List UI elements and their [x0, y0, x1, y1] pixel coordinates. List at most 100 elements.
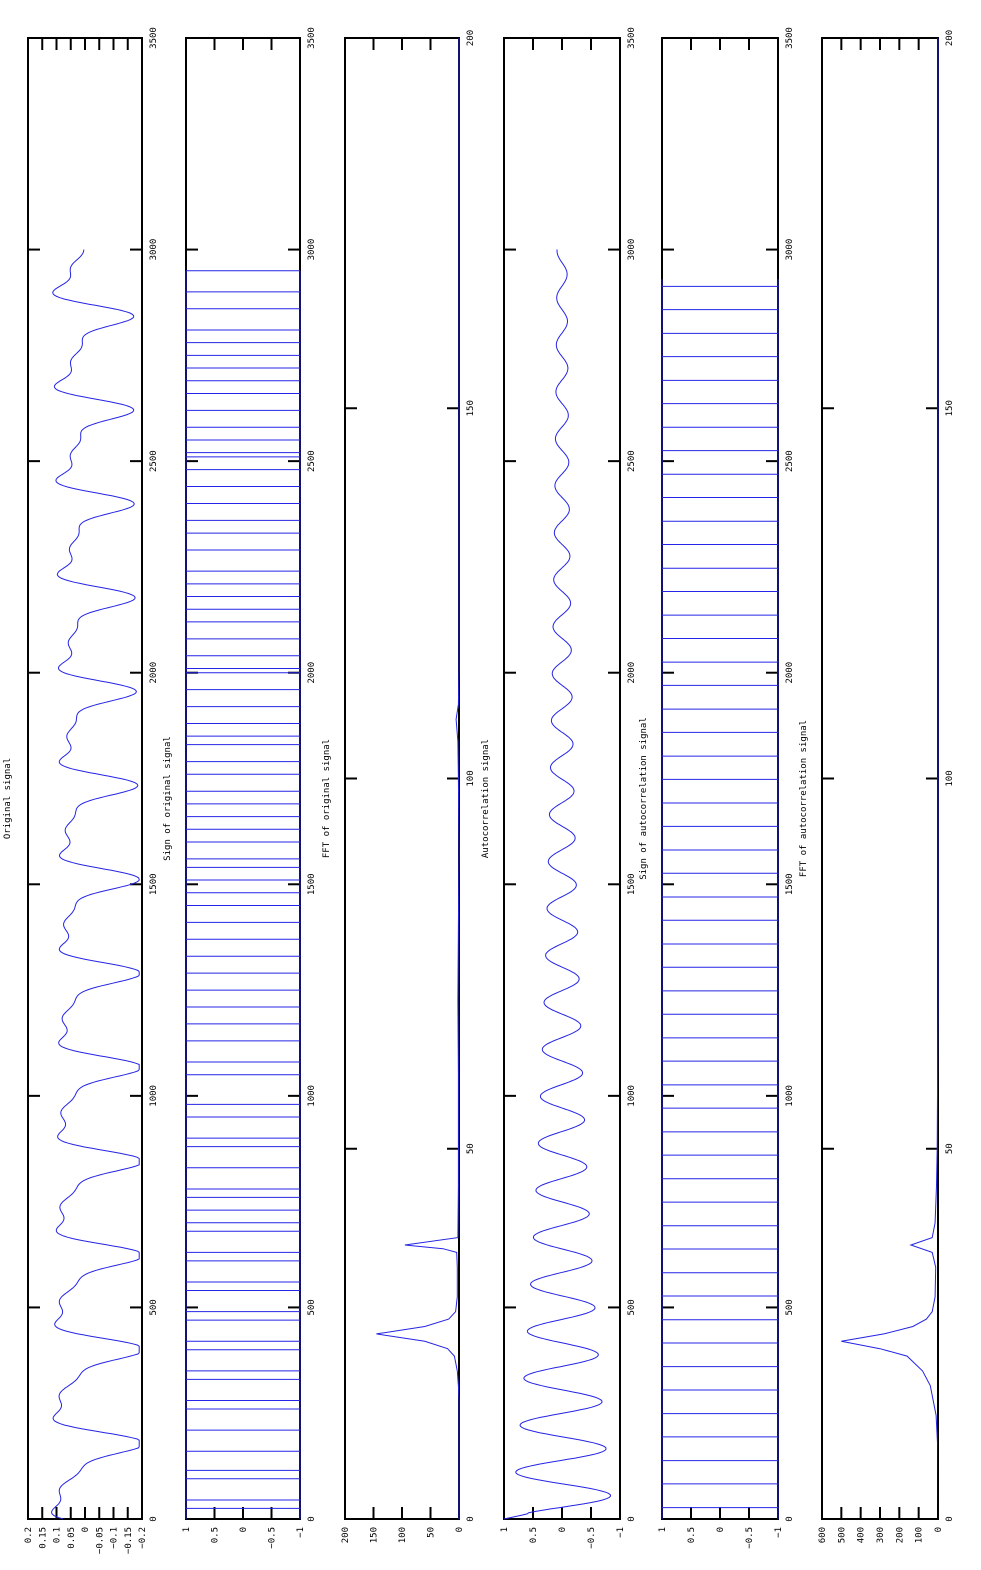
panel-title: FFT of original signal	[322, 739, 332, 858]
y-tick-label: 0.5	[211, 1527, 221, 1543]
y-tick-label: 200	[895, 1527, 905, 1543]
y-tick-label: 0.2	[24, 1527, 34, 1543]
x-tick-label: 500	[307, 1299, 317, 1315]
x-tick-label: 2500	[627, 450, 637, 472]
y-tick-label: −0.1	[110, 1527, 120, 1549]
panel-6: 0 50 100 150 200 0 100 200 300 400 500 600 FFT of au…	[799, 30, 955, 1543]
x-tick-label: 2000	[149, 662, 159, 684]
y-tick-label: 1	[182, 1527, 192, 1532]
y-tick-label: 0.05	[67, 1527, 77, 1549]
x-tick-label: 100	[466, 770, 476, 786]
series-line	[841, 38, 939, 1520]
y-tick-label: 500	[837, 1527, 847, 1543]
y-tick-label: −0.05	[95, 1527, 105, 1554]
y-tick-label: 50	[427, 1527, 437, 1538]
x-tick-label: 3000	[785, 239, 795, 261]
x-tick-label: 1000	[149, 1085, 159, 1107]
x-tick-label: 2000	[627, 662, 637, 684]
panel-title: Original signal	[3, 758, 13, 839]
series-line	[503, 249, 612, 1520]
panel-1: 0 500 1000 1500 2000 2500 3000 3500 −0.2 −0.15 −0.…	[3, 27, 159, 1554]
x-tick-label: 2500	[149, 450, 159, 472]
x-tick-label: 2500	[307, 450, 317, 472]
plot-frame	[503, 37, 621, 1520]
y-tick-label: 0	[239, 1527, 249, 1532]
plot-frame	[185, 37, 301, 1520]
y-tick-label: 0.5	[687, 1527, 697, 1543]
y-tick-label: −0.5	[587, 1527, 597, 1549]
panel-title: Sign of original signal	[163, 736, 173, 861]
x-tick-label: 1000	[627, 1085, 637, 1107]
panel-title: Sign of autocorrelation signal	[639, 717, 649, 880]
panel-title: Autocorrelation signal	[481, 739, 491, 858]
x-tick-label: 3000	[149, 239, 159, 261]
x-tick-label: 0	[307, 1516, 317, 1521]
x-tick-label: 200	[945, 30, 955, 46]
y-tick-label: 0	[558, 1527, 568, 1532]
y-tick-label: 0.5	[529, 1527, 539, 1543]
x-tick-label: 50	[945, 1143, 955, 1154]
y-tick-label: 0	[81, 1527, 91, 1532]
y-tick-label: 300	[876, 1527, 886, 1543]
x-tick-label: 1500	[785, 873, 795, 895]
x-tick-label: 50	[466, 1143, 476, 1154]
x-tick-label: 1500	[627, 873, 637, 895]
y-tick-label: 100	[915, 1527, 925, 1543]
x-tick-label: 1000	[307, 1085, 317, 1107]
x-tick-label: 0	[466, 1516, 476, 1521]
y-tick-label: −0.2	[138, 1527, 148, 1549]
y-tick-label: 0	[934, 1527, 944, 1532]
y-tick-label: 1	[658, 1527, 668, 1532]
y-tick-label: 0.1	[53, 1527, 63, 1543]
panel-3: 0 50 100 150 200 0 50 100 150 200 FFT of original …	[322, 30, 476, 1543]
plot-frame	[661, 37, 779, 1520]
y-tick-label: 600	[818, 1527, 828, 1543]
x-tick-label: 2000	[785, 662, 795, 684]
x-tick-label: 1000	[785, 1085, 795, 1107]
y-tick-label: 200	[341, 1527, 351, 1543]
x-tick-label: 2000	[307, 662, 317, 684]
x-tick-label: 0	[945, 1516, 955, 1521]
x-tick-label: 3500	[627, 27, 637, 49]
x-tick-label: 3500	[307, 27, 317, 49]
y-tick-label: 0.15	[38, 1527, 48, 1549]
y-tick-label: 1	[500, 1527, 510, 1532]
y-tick-label: −0.5	[268, 1527, 278, 1549]
series-line	[376, 38, 460, 1519]
plot-frame	[821, 37, 939, 1520]
x-tick-label: 3000	[307, 239, 317, 261]
x-tick-label: 150	[466, 400, 476, 416]
y-tick-label: 100	[398, 1527, 408, 1543]
x-tick-label: 0	[627, 1516, 637, 1521]
y-tick-label: 150	[370, 1527, 380, 1543]
y-tick-label: −1	[296, 1527, 306, 1538]
x-tick-label: 3500	[149, 27, 159, 49]
y-tick-label: −0.15	[124, 1527, 134, 1554]
x-tick-label: 500	[785, 1299, 795, 1315]
plot-frame	[27, 37, 143, 1520]
x-tick-label: 3000	[627, 239, 637, 261]
y-tick-label: −0.5	[745, 1527, 755, 1549]
x-tick-label: 1500	[149, 873, 159, 895]
plot-frame	[344, 37, 460, 1520]
y-tick-label: 400	[857, 1527, 867, 1543]
panel-title: FFT of autocorrelation signal	[799, 720, 809, 877]
x-tick-label: 150	[945, 400, 955, 416]
x-tick-label: 500	[627, 1299, 637, 1315]
x-tick-label: 200	[466, 30, 476, 46]
panel-5: 0 500 1000 1500 2000 2500 3000 3500 −1 −0.5 0 0.5 1 S…	[639, 27, 795, 1549]
y-tick-label: 0	[716, 1527, 726, 1532]
x-tick-label: 1500	[307, 873, 317, 895]
x-tick-label: 3500	[785, 27, 795, 49]
series-line	[51, 249, 140, 1520]
panel-4: 0 500 1000 1500 2000 2500 3000 3500 −1 −0.5 0 0.5 1 A…	[481, 27, 637, 1549]
x-tick-label: 0	[149, 1516, 159, 1521]
y-tick-label: 0	[455, 1527, 465, 1532]
panel-2: 0 500 1000 1500 2000 2500 3000 3500 −1 −0.5 0 0.5 1 S…	[163, 27, 317, 1549]
x-tick-label: 2500	[785, 450, 795, 472]
y-tick-label: −1	[616, 1527, 626, 1538]
x-tick-label: 500	[149, 1299, 159, 1315]
x-tick-label: 0	[785, 1516, 795, 1521]
